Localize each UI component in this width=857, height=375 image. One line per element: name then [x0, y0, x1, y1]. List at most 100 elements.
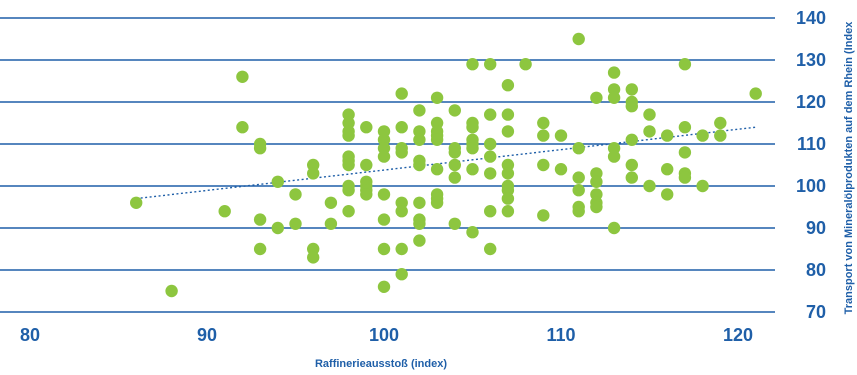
data-point	[448, 217, 461, 230]
y-tick-label: 140	[796, 8, 826, 28]
data-point	[572, 205, 585, 218]
data-point	[360, 121, 373, 134]
data-point	[484, 57, 497, 71]
data-point	[430, 133, 444, 146]
data-point	[377, 213, 391, 226]
data-point	[413, 234, 426, 247]
data-point	[590, 200, 603, 214]
y-axis-title: Transport von Mineralölprodukten auf dem…	[843, 21, 855, 315]
data-point	[236, 121, 249, 134]
data-point	[501, 192, 515, 205]
data-point	[696, 179, 709, 193]
data-point	[271, 175, 284, 188]
data-point	[696, 129, 709, 142]
data-point	[448, 104, 461, 117]
data-point	[395, 268, 408, 281]
data-point	[554, 163, 568, 176]
data-point	[484, 137, 497, 151]
data-point	[607, 91, 621, 105]
data-point	[625, 100, 638, 113]
data-point	[289, 217, 302, 230]
data-point	[253, 242, 267, 256]
data-point	[572, 171, 585, 184]
data-point	[466, 226, 479, 239]
data-point	[377, 242, 391, 256]
data-point	[342, 205, 355, 218]
data-point	[430, 91, 444, 105]
data-point	[625, 171, 638, 184]
data-point	[360, 188, 373, 201]
data-point	[678, 57, 692, 71]
data-points	[130, 32, 762, 298]
data-point	[307, 251, 320, 264]
data-point	[643, 125, 656, 138]
data-point	[714, 116, 727, 130]
y-tick-label: 110	[797, 134, 826, 154]
data-point	[625, 83, 638, 96]
data-point	[466, 121, 479, 134]
data-point	[395, 242, 408, 256]
data-point	[307, 167, 320, 180]
y-tick-label: 80	[806, 260, 826, 280]
data-point	[537, 116, 550, 130]
data-point	[625, 158, 638, 172]
data-point	[377, 188, 391, 201]
data-point	[607, 66, 621, 79]
x-tick-label: 100	[369, 325, 399, 345]
y-tick-label: 120	[796, 92, 826, 112]
data-point	[377, 150, 391, 163]
data-point	[218, 205, 231, 218]
x-tick-label: 110	[546, 325, 575, 345]
trendline	[136, 126, 756, 200]
x-tick-label: 80	[20, 325, 40, 345]
data-point	[572, 142, 585, 155]
data-point	[537, 158, 550, 172]
data-point	[377, 280, 391, 293]
data-point	[714, 129, 727, 142]
data-point	[484, 242, 497, 256]
data-point	[537, 129, 550, 142]
data-point	[360, 158, 373, 172]
trendline-dotted	[136, 126, 756, 200]
data-point	[501, 167, 515, 180]
data-point	[395, 146, 408, 159]
data-point	[554, 129, 568, 142]
data-point	[519, 57, 532, 71]
data-point	[289, 188, 302, 201]
data-point	[236, 70, 249, 84]
data-point	[271, 221, 284, 235]
data-point	[749, 87, 762, 100]
data-point	[430, 196, 444, 209]
data-point	[324, 196, 338, 209]
data-point	[678, 171, 692, 184]
data-point	[590, 91, 603, 105]
data-point	[501, 108, 515, 121]
data-point	[324, 217, 338, 230]
data-point	[607, 221, 621, 235]
data-point	[661, 163, 674, 176]
data-point	[572, 32, 585, 46]
data-point	[643, 108, 656, 121]
x-tick-labels: 80 90 100 110 120	[20, 325, 753, 345]
data-point	[130, 196, 143, 209]
data-point	[413, 217, 426, 230]
data-point	[395, 121, 408, 134]
y-tick-label: 100	[796, 176, 826, 196]
data-point	[537, 209, 550, 222]
x-tick-label: 90	[197, 325, 217, 345]
data-point	[342, 129, 355, 142]
data-point	[165, 284, 178, 298]
y-tick-labels: 70 80 90 100 110 120 130 140	[796, 8, 826, 322]
data-point	[342, 158, 355, 172]
data-point	[661, 129, 674, 142]
data-point	[413, 158, 426, 172]
data-point	[413, 196, 426, 209]
data-point	[484, 108, 497, 121]
data-point	[501, 79, 515, 92]
y-tick-label: 70	[806, 302, 826, 322]
data-point	[484, 205, 497, 218]
data-point	[625, 133, 638, 146]
data-point	[466, 57, 479, 71]
y-tick-label: 130	[796, 50, 826, 70]
